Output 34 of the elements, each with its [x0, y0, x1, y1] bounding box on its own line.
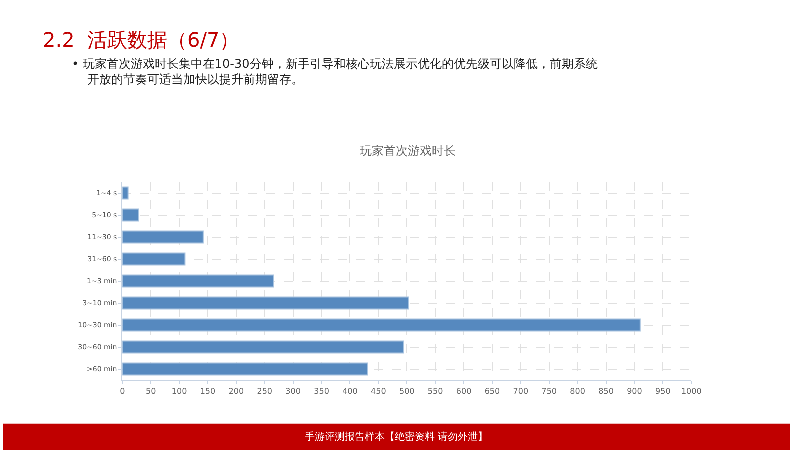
x-tick-label: 1000 [681, 386, 702, 396]
x-tick-label: 500 [399, 386, 415, 396]
x-tick-label: 200 [228, 386, 244, 396]
x-tick-label: 0 [120, 386, 126, 396]
text: 2.2 活跃数据（6/7） [43, 28, 240, 52]
x-tick-label: 100 [172, 386, 188, 396]
x-tick-label: 300 [286, 386, 301, 396]
x-tick-label: 550 [428, 386, 444, 396]
bar [122, 318, 641, 332]
text: • 玩家首次游戏时长集中在10-30分钟，新手引导和核心玩法展示优化的优先级可以降低，前期系统开放的节奏可适当加快以提升前期留存。 [72, 57, 598, 87]
bar [122, 340, 404, 354]
bar [122, 362, 368, 376]
bar [122, 296, 410, 310]
x-tick-label: 400 [342, 386, 358, 396]
x-tick-label: 900 [627, 386, 642, 396]
x-tick-label: 700 [513, 386, 529, 396]
x-tick-label: 450 [371, 386, 386, 396]
x-tick-label: 650 [484, 386, 500, 396]
x-tick-label: 350 [314, 386, 330, 396]
x-tick-label: 50 [146, 386, 156, 396]
x-tick-label: 150 [200, 386, 216, 396]
bar [122, 230, 204, 244]
chart-title: 玩家首次游戏时长 [360, 144, 456, 158]
x-tick-label: 250 [257, 386, 273, 396]
bar [122, 274, 274, 288]
x-tick-label: 950 [656, 386, 671, 396]
bar [122, 252, 186, 266]
x-tick-label: 850 [598, 386, 614, 396]
x-tick-label: 600 [456, 386, 472, 396]
x-tick-label: 750 [542, 386, 558, 396]
text: 手游评测报告样本【绝密资料 请勿外泄】 [305, 431, 488, 443]
bar [122, 186, 129, 200]
bar [122, 208, 140, 222]
x-tick-label: 800 [570, 386, 586, 396]
